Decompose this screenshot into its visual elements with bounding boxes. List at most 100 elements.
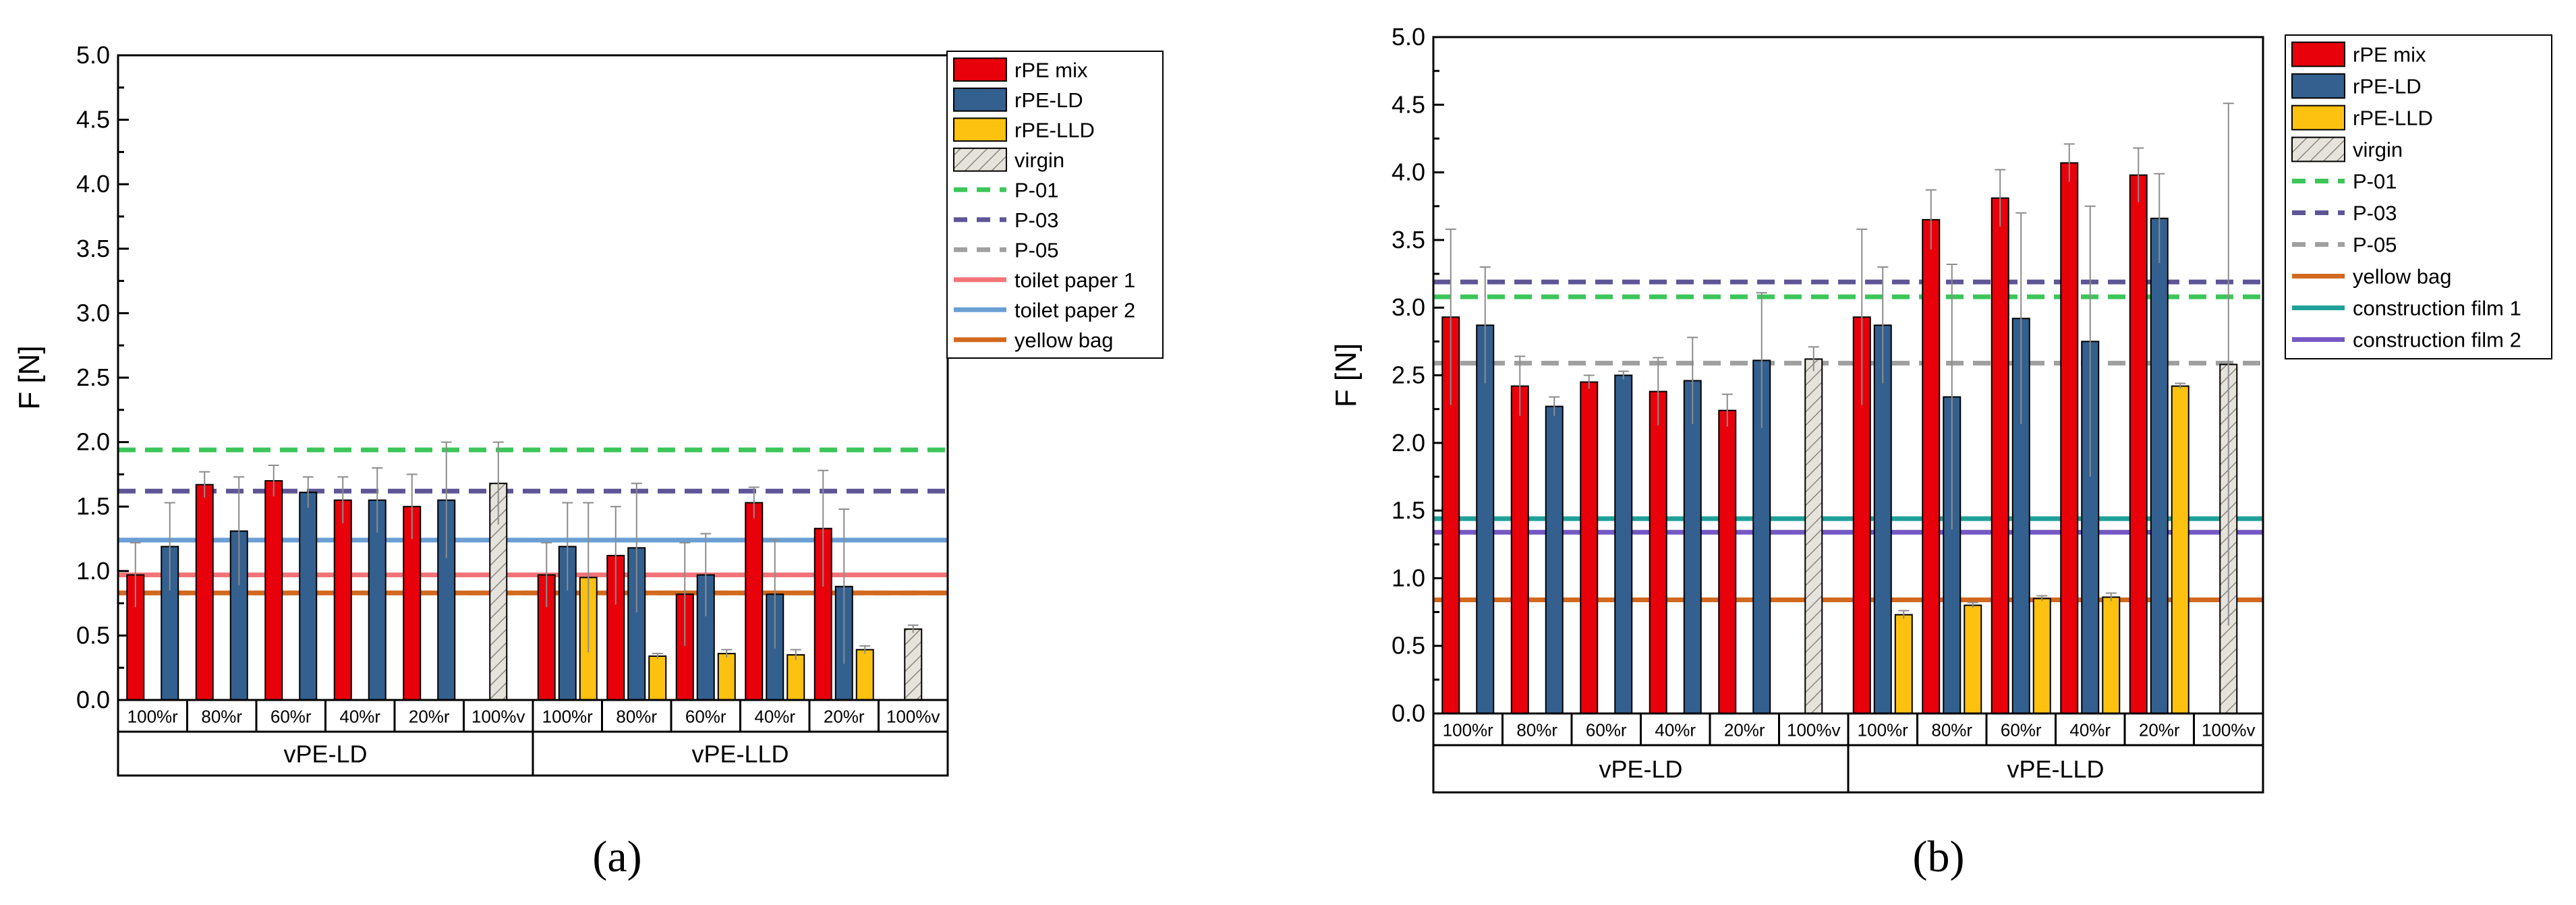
bar-rpe-lld bbox=[1894, 614, 1913, 715]
category-label: 40%r bbox=[2069, 720, 2111, 740]
category-label: 80%r bbox=[1516, 720, 1557, 740]
plot-area-a: 0.0 0.5 1.0 1.5 2.0 2.5 3.0 3.5 4.0 4.5 5.0 F [N] 10… bbox=[13, 41, 949, 777]
category-label: 80%r bbox=[616, 707, 657, 727]
bar-rpe-mix bbox=[2129, 174, 2148, 714]
category-label: 20%r bbox=[2139, 720, 2180, 740]
legend-label-yellow-bag: yellow bag bbox=[1014, 328, 1113, 352]
legend-label-p-03: P-03 bbox=[2353, 202, 2397, 225]
category-label: 80%r bbox=[201, 707, 242, 727]
bar-rpe-ld bbox=[2150, 217, 2169, 714]
category-label: 20%r bbox=[409, 707, 450, 727]
bar-rpe-mix bbox=[1580, 381, 1599, 715]
bar-rpe-mix bbox=[1922, 218, 1941, 714]
y-tick-label: 1.5 bbox=[76, 492, 110, 520]
category-label: 100%r bbox=[1443, 720, 1493, 740]
bar-rpe-lld bbox=[855, 649, 874, 701]
legend-swatch-rpe-lld bbox=[2291, 105, 2345, 131]
bar-rpe-ld bbox=[1476, 324, 1495, 714]
legend-swatch-rpe-lld bbox=[953, 117, 1007, 142]
category-label: 40%r bbox=[1655, 720, 1696, 740]
y-tick-label: 0.5 bbox=[76, 621, 110, 649]
legend-label-virgin: virgin bbox=[1014, 148, 1064, 172]
chart-panel-b: 0.0 0.5 1.0 1.5 2.0 2.5 3.0 3.5 4.0 4.5 5.0 F [N] 10… bbox=[1329, 23, 2552, 881]
bar-rpe-lld bbox=[786, 654, 805, 701]
y-tick-label: 0.0 bbox=[1392, 699, 1425, 727]
bar-rpe-lld bbox=[648, 655, 667, 701]
category-label: 80%r bbox=[1931, 720, 1972, 740]
bar-rpe-lld bbox=[717, 653, 736, 701]
category-label: 100%r bbox=[127, 707, 178, 727]
legend-label-yellow-bag: yellow bag bbox=[2353, 265, 2451, 289]
y-tick-label: 2.0 bbox=[76, 428, 110, 456]
bar-rpe-ld bbox=[1873, 324, 1892, 714]
legend-label-rpe-lld: rPE-LLD bbox=[1014, 118, 1095, 142]
bar-virgin bbox=[904, 628, 923, 701]
category-label: 60%r bbox=[2001, 720, 2042, 740]
category-label: 20%r bbox=[1724, 720, 1765, 740]
category-label: 100%r bbox=[542, 707, 593, 727]
y-tick-label: 4.0 bbox=[1392, 158, 1425, 186]
legend-b: rPE mix rPE-LD rPE-LLD virgin P-01 P-03 P-05 ye… bbox=[2285, 34, 2552, 359]
bar-rpe-mix bbox=[195, 484, 214, 701]
y-tick-label: 4.0 bbox=[76, 170, 110, 198]
bars bbox=[126, 441, 923, 701]
bar-rpe-mix bbox=[1718, 409, 1737, 714]
y-tick-label: 1.0 bbox=[76, 557, 110, 585]
bar-rpe-mix bbox=[2060, 162, 2079, 715]
panel-label-a: (a) bbox=[592, 832, 641, 881]
legend-label-p-01: P-01 bbox=[2353, 170, 2397, 194]
group-label: vPE-LLD bbox=[691, 740, 789, 768]
bar-virgin bbox=[1804, 358, 1823, 714]
bar-rpe-ld bbox=[1683, 380, 1702, 714]
category-label: 60%r bbox=[1586, 720, 1627, 740]
bars bbox=[1441, 103, 2238, 715]
legend-label-p-05: P-05 bbox=[1014, 238, 1058, 262]
y-tick-label: 1.5 bbox=[1392, 496, 1425, 524]
legend-label-rpe-mix: rPE mix bbox=[2353, 43, 2426, 67]
group-label: vPE-LD bbox=[1599, 755, 1682, 783]
legend-label-rpe-mix: rPE mix bbox=[1014, 58, 1088, 82]
legend-label-p-05: P-05 bbox=[2353, 233, 2397, 257]
bar-rpe-mix bbox=[1510, 385, 1529, 714]
y-axis-label: F [N] bbox=[1329, 343, 1363, 407]
bar-rpe-lld bbox=[1964, 604, 1982, 715]
bar-rpe-ld bbox=[1614, 374, 1633, 714]
bar-rpe-ld bbox=[299, 492, 318, 701]
y-tick-label: 0.5 bbox=[1392, 632, 1425, 660]
legend-label-p-01: P-01 bbox=[1014, 178, 1058, 202]
bar-rpe-mix bbox=[333, 499, 352, 701]
plot-area-b: 0.0 0.5 1.0 1.5 2.0 2.5 3.0 3.5 4.0 4.5 5.0 F [N] 10… bbox=[1329, 23, 2264, 794]
legend-label-virgin: virgin bbox=[2353, 138, 2403, 162]
category-label: 20%r bbox=[824, 707, 865, 727]
category-label: 40%r bbox=[339, 707, 380, 727]
bar-rpe-lld bbox=[2171, 385, 2189, 714]
legend-label-toilet-paper-2: toilet paper 2 bbox=[1014, 298, 1135, 322]
legend-swatch-rpe-mix bbox=[2291, 41, 2345, 67]
category-label: 100%v bbox=[2202, 720, 2256, 740]
bar-rpe-ld bbox=[1545, 405, 1564, 714]
category-label: 100%v bbox=[886, 707, 940, 727]
legend-swatch-virgin bbox=[2291, 136, 2345, 163]
reference-lines bbox=[1433, 279, 2263, 602]
y-tick-label: 0.0 bbox=[76, 686, 110, 713]
category-label: 100%r bbox=[1858, 720, 1908, 740]
y-tick-label: 2.5 bbox=[1392, 361, 1425, 389]
legend-label-construction-film-2: construction film 2 bbox=[2353, 328, 2521, 352]
chart-panel-a: 0.0 0.5 1.0 1.5 2.0 2.5 3.0 3.5 4.0 4.5 5.0 F [N] 10… bbox=[13, 41, 1164, 881]
y-tick-label: 3.5 bbox=[76, 235, 110, 262]
category-label: 60%r bbox=[685, 707, 726, 727]
group-label: vPE-LLD bbox=[2007, 755, 2104, 783]
y-tick-label: 3.0 bbox=[76, 299, 110, 326]
legend-label-p-03: P-03 bbox=[1014, 208, 1058, 232]
category-label: 100%v bbox=[471, 707, 525, 727]
legend-label-rpe-ld: rPE-LD bbox=[1014, 88, 1083, 112]
legend-label-toilet-paper-1: toilet paper 1 bbox=[1014, 268, 1135, 292]
legend-swatch-rpe-ld bbox=[953, 87, 1007, 112]
y-tick-label: 3.0 bbox=[1392, 293, 1425, 321]
legend-label-rpe-ld: rPE-LD bbox=[2353, 75, 2422, 98]
y-tick-label: 1.0 bbox=[1392, 564, 1425, 591]
y-tick-label: 5.0 bbox=[1392, 23, 1425, 51]
group-label: vPE-LD bbox=[283, 740, 367, 768]
legend-swatch-rpe-mix bbox=[953, 57, 1007, 82]
